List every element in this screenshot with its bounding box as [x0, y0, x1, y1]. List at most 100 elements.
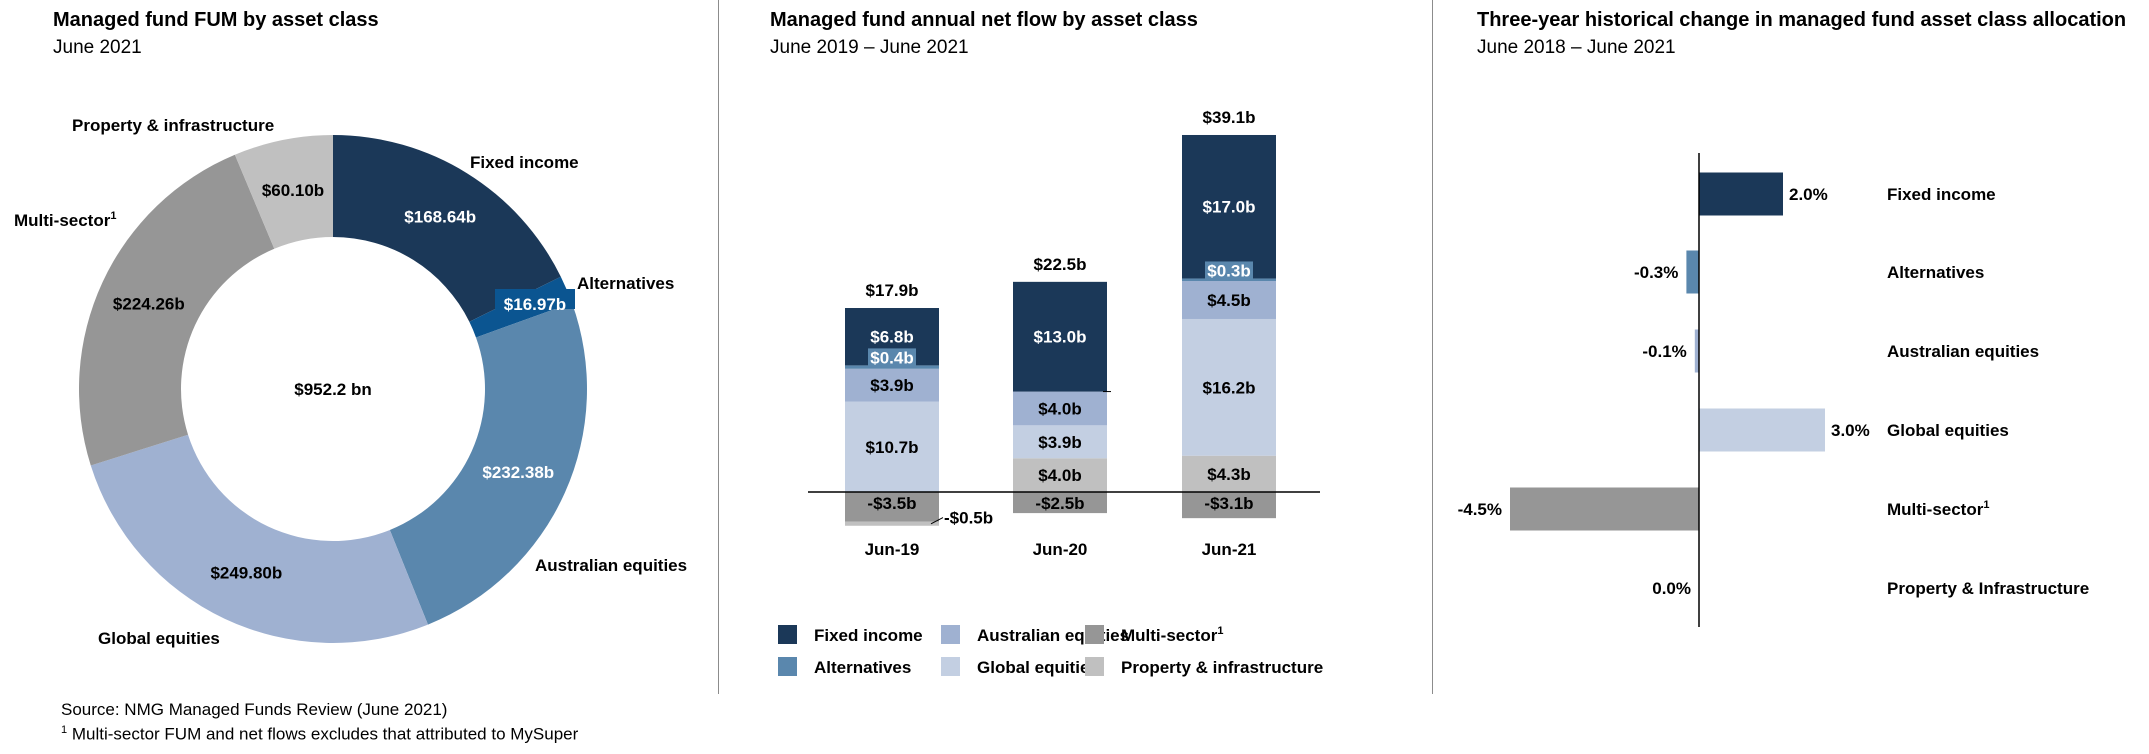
legend-label-alternatives: Alternatives	[814, 658, 911, 677]
netflow-chart: $10.7b $3.9b $0.4b$6.8b -$3.5b -$0.5b $17.9b J…	[778, 108, 1323, 677]
alloc-value-alternatives: -0.3%	[1634, 263, 1678, 282]
alloc-value-australian-equities: -0.1%	[1642, 342, 1686, 361]
alloc-bar-fixed-income	[1699, 172, 1783, 216]
legend-label-global-equities: Global equities	[977, 658, 1099, 677]
leader-line	[930, 517, 944, 525]
donut-category-fixed-income: Fixed income	[470, 153, 579, 172]
donut-slice-property-infrastructure	[234, 135, 333, 249]
legend-swatch-multi-sector	[1085, 625, 1104, 644]
bar-value-jun-19-property-infrastructure: -$0.5b	[944, 509, 993, 528]
bar-jun-21-fixed-income	[1182, 134, 1276, 279]
multi-sector-footnote: 1 Multi-sector FUM and net flows exclude…	[61, 724, 578, 745]
panel-divider-right	[1432, 0, 1433, 694]
bar-jun-21-multi-sector	[1182, 492, 1276, 519]
legend-label-property-infrastructure: Property & infrastructure	[1121, 658, 1323, 677]
bar-label-bg-alternatives	[1205, 261, 1253, 281]
alloc-category-australian-equities: Australian equities	[1887, 342, 2039, 361]
bar-label-bg-alternatives	[868, 348, 916, 368]
bar-value-jun-20-australian-equities: $4.0b	[1038, 399, 1081, 418]
bar-jun-20-multi-sector	[1013, 492, 1107, 514]
donut-category-australian-equities: Australian equities	[535, 556, 687, 575]
donut-category-alternatives: Alternatives	[577, 274, 674, 293]
bar-value-jun-19-alternatives: $0.4b	[870, 348, 913, 367]
donut-category-property-infrastructure: Property & infrastructure	[72, 116, 274, 135]
donut-category-global-equities: Global equities	[98, 629, 220, 648]
bar-value-jun-20-global-equities: $3.9b	[1038, 433, 1081, 452]
bar-value-jun-19-multi-sector: -$3.5b	[867, 494, 916, 513]
donut-value-fixed-income: $168.64b	[404, 208, 476, 227]
bar-value-jun-21-fixed-income: $17.0b	[1203, 198, 1256, 217]
alloc-bar-australian-equities	[1694, 329, 1699, 373]
bar-jun-20-australian-equities	[1013, 391, 1107, 426]
donut-category-multi-sector: Multi-sector1	[14, 210, 116, 230]
alloc-value-fixed-income: 2.0%	[1789, 185, 1828, 204]
donut-chart: $168.64b Fixed income $16.97b Alternatives $…	[14, 116, 687, 648]
bar-total-jun-20: $22.5b	[1034, 255, 1087, 274]
bar-value-jun-20-property-infrastructure: $4.0b	[1038, 466, 1081, 485]
footnote-text: Multi-sector FUM and net flows excludes …	[67, 724, 579, 744]
donut-slice-global-equities	[90, 434, 428, 644]
alloc-category-multi-sector: Multi-sector1	[1887, 499, 1989, 519]
alloc-bar-alternatives	[1686, 250, 1699, 294]
alloc-bar-global-equities	[1699, 408, 1825, 452]
bar-jun-20-fixed-income	[1013, 281, 1107, 392]
bar-value-jun-21-multi-sector: -$3.1b	[1204, 494, 1253, 513]
x-tick-label: Jun-20	[1033, 540, 1088, 559]
bar-value-jun-21-global-equities: $16.2b	[1203, 378, 1256, 397]
bar-total-jun-19: $17.9b	[866, 281, 919, 300]
donut-slice-australian-equities	[389, 302, 587, 625]
bar-value-jun-19-australian-equities: $3.9b	[870, 376, 913, 395]
bar-value-jun-21-property-infrastructure: $4.3b	[1207, 465, 1250, 484]
alloc-value-multi-sector: -4.5%	[1458, 500, 1502, 519]
alloc-category-global-equities: Global equities	[1887, 421, 2009, 440]
bar-value-jun-20-fixed-income: $13.0b	[1034, 328, 1087, 347]
alloc-bar-multi-sector	[1510, 487, 1699, 531]
bar-jun-20-global-equities	[1013, 425, 1107, 459]
bar-jun-21-global-equities	[1182, 318, 1276, 456]
alloc-category-alternatives: Alternatives	[1887, 263, 1984, 282]
donut-value-multi-sector: $224.26b	[113, 295, 185, 314]
bar-jun-19-multi-sector	[845, 492, 939, 522]
legend-swatch-australian-equities	[941, 625, 960, 644]
legend-label-multi-sector: Multi-sector1	[1121, 625, 1223, 645]
bar-value-jun-21-alternatives: $0.3b	[1207, 261, 1250, 280]
allocation-chart: 2.0% Fixed income -0.3% Alternatives -0.1% Au…	[1458, 153, 2089, 627]
bar-value-jun-21-australian-equities: $4.5b	[1207, 291, 1250, 310]
bar-jun-20-property-infrastructure	[1013, 458, 1107, 492]
legend-swatch-property-infrastructure	[1085, 657, 1104, 676]
netflow-legend: Fixed income Australian equitiesMulti-sec…	[778, 625, 1323, 677]
bar-jun-19-australian-equities	[845, 368, 939, 402]
bar-jun-21-australian-equities	[1182, 281, 1276, 319]
netflow-subtitle: June 2019 – June 2021	[770, 37, 969, 58]
alloc-category-property-infrastructure: Property & Infrastructure	[1887, 579, 2089, 598]
bar-jun-19-property-infrastructure	[845, 521, 939, 526]
donut-subtitle: June 2021	[53, 37, 142, 58]
allocation-subtitle: June 2018 – June 2021	[1477, 37, 1676, 58]
x-tick-label: Jun-21	[1202, 540, 1257, 559]
legend-swatch-fixed-income	[778, 625, 797, 644]
footnote-marker: 1	[61, 724, 68, 736]
legend-swatch-global-equities	[941, 657, 960, 676]
bar-value-jun-19-fixed-income: $6.8b	[870, 328, 913, 347]
source-note: Source: NMG Managed Funds Review (June 2…	[61, 700, 448, 719]
donut-value-property-infrastructure: $60.10b	[262, 181, 324, 200]
x-tick-label: Jun-19	[865, 540, 920, 559]
donut-value-bg-alternatives	[495, 289, 575, 309]
bar-jun-19-global-equities	[845, 401, 939, 492]
allocation-title: Three-year historical change in managed …	[1477, 9, 2127, 31]
donut-center-total: $952.2 bn	[294, 380, 372, 399]
bar-jun-21-property-infrastructure	[1182, 455, 1276, 492]
legend-swatch-alternatives	[778, 657, 797, 676]
netflow-title: Managed fund annual net flow by asset cl…	[770, 9, 1198, 31]
donut-slice-fixed-income	[333, 135, 561, 322]
alloc-value-global-equities: 3.0%	[1831, 421, 1870, 440]
donut-title: Managed fund FUM by asset class	[53, 9, 379, 31]
donut-slice-multi-sector	[78, 154, 275, 466]
bar-value-jun-20-multi-sector: -$2.5b	[1035, 494, 1084, 513]
bar-total-jun-21: $39.1b	[1203, 108, 1256, 127]
donut-value-alternatives: $16.97b	[504, 295, 566, 314]
panel-divider-left	[718, 0, 719, 694]
bar-value-jun-19-global-equities: $10.7b	[866, 438, 919, 457]
alloc-category-fixed-income: Fixed income	[1887, 185, 1996, 204]
donut-value-global-equities: $249.80b	[210, 564, 282, 583]
